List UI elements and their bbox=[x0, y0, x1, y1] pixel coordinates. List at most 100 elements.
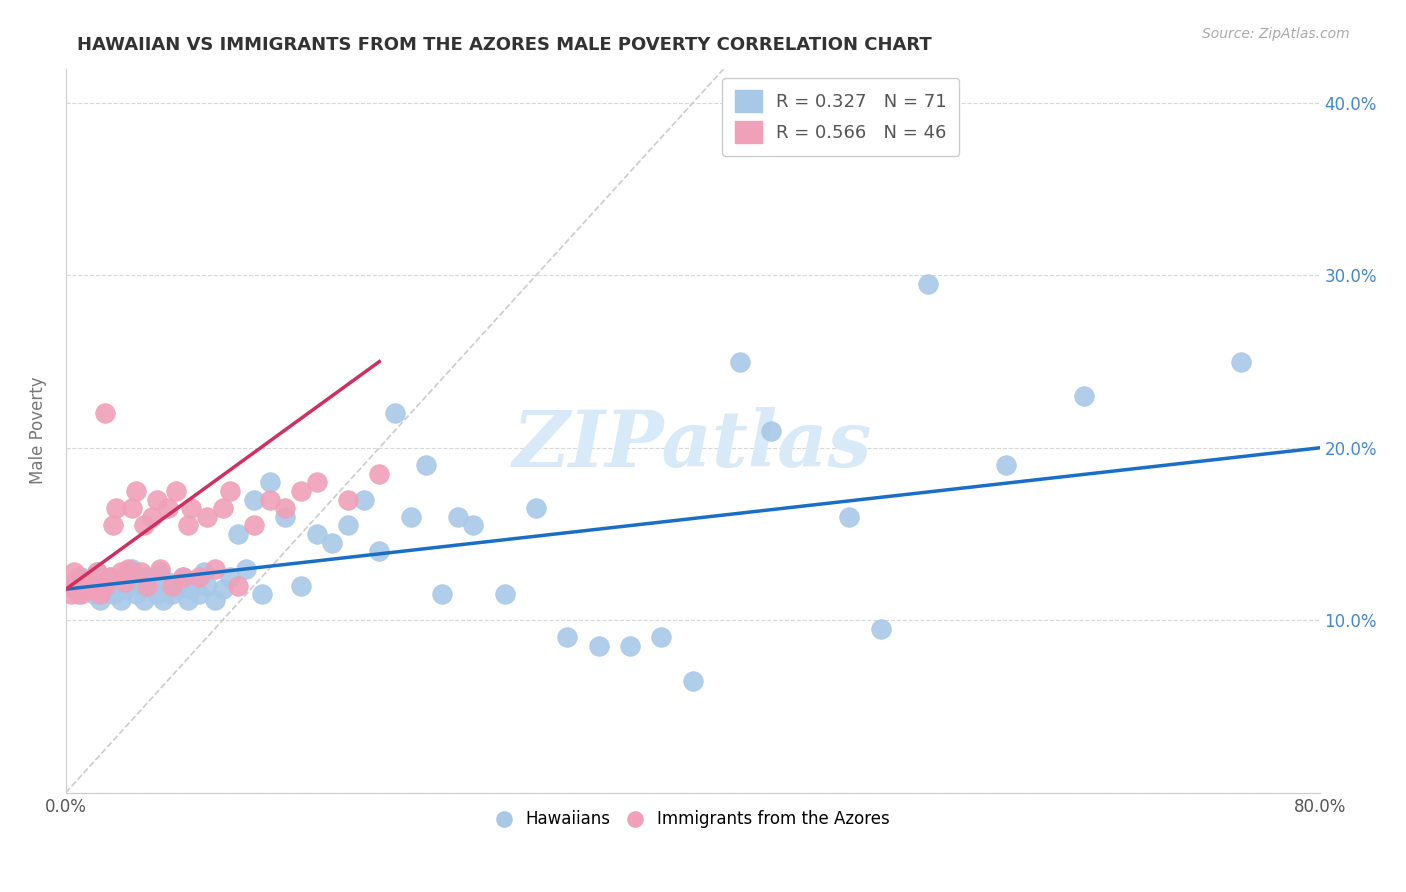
Point bbox=[94, 582, 117, 597]
Point bbox=[494, 587, 516, 601]
Point bbox=[89, 587, 111, 601]
Point bbox=[728, 354, 751, 368]
Point bbox=[110, 565, 132, 579]
Point bbox=[274, 509, 297, 524]
Point bbox=[446, 509, 468, 524]
Point bbox=[73, 582, 96, 597]
Point bbox=[759, 424, 782, 438]
Point bbox=[98, 570, 121, 584]
Point bbox=[63, 579, 86, 593]
Point bbox=[134, 518, 156, 533]
Point bbox=[235, 561, 257, 575]
Point bbox=[995, 458, 1018, 472]
Point bbox=[188, 587, 211, 601]
Point bbox=[172, 570, 194, 584]
Point bbox=[290, 579, 312, 593]
Point bbox=[165, 483, 187, 498]
Point bbox=[243, 492, 266, 507]
Point bbox=[588, 639, 610, 653]
Point bbox=[73, 582, 96, 597]
Point bbox=[162, 587, 184, 601]
Point bbox=[368, 467, 391, 481]
Point bbox=[226, 579, 249, 593]
Point bbox=[67, 587, 90, 601]
Point bbox=[195, 579, 218, 593]
Point bbox=[219, 570, 242, 584]
Point bbox=[156, 501, 179, 516]
Point bbox=[86, 565, 108, 579]
Point bbox=[183, 575, 205, 590]
Point bbox=[136, 579, 159, 593]
Point bbox=[67, 570, 90, 584]
Text: HAWAIIAN VS IMMIGRANTS FROM THE AZORES MALE POVERTY CORRELATION CHART: HAWAIIAN VS IMMIGRANTS FROM THE AZORES M… bbox=[77, 36, 932, 54]
Text: ZIPatlas: ZIPatlas bbox=[513, 407, 872, 483]
Point bbox=[243, 518, 266, 533]
Point bbox=[172, 570, 194, 584]
Point bbox=[188, 570, 211, 584]
Point bbox=[165, 579, 187, 593]
Point bbox=[219, 483, 242, 498]
Text: Source: ZipAtlas.com: Source: ZipAtlas.com bbox=[1202, 27, 1350, 41]
Point bbox=[86, 565, 108, 579]
Point bbox=[125, 587, 148, 601]
Point bbox=[180, 582, 202, 597]
Point bbox=[353, 492, 375, 507]
Point bbox=[524, 501, 547, 516]
Point bbox=[917, 277, 939, 291]
Point bbox=[1073, 389, 1095, 403]
Point bbox=[117, 570, 139, 584]
Point bbox=[62, 579, 84, 593]
Point bbox=[193, 565, 215, 579]
Point bbox=[368, 544, 391, 558]
Point bbox=[114, 582, 136, 597]
Point bbox=[59, 587, 82, 601]
Point bbox=[259, 475, 281, 490]
Point bbox=[70, 570, 93, 584]
Point bbox=[650, 631, 672, 645]
Point bbox=[117, 561, 139, 575]
Point bbox=[134, 592, 156, 607]
Point bbox=[274, 501, 297, 516]
Point bbox=[110, 592, 132, 607]
Point bbox=[838, 509, 860, 524]
Point bbox=[149, 561, 172, 575]
Point bbox=[145, 587, 167, 601]
Point bbox=[98, 570, 121, 584]
Point bbox=[114, 575, 136, 590]
Point bbox=[141, 582, 163, 597]
Point bbox=[290, 483, 312, 498]
Point bbox=[250, 587, 273, 601]
Point bbox=[167, 582, 190, 597]
Point bbox=[399, 509, 422, 524]
Point bbox=[177, 518, 200, 533]
Point bbox=[79, 575, 101, 590]
Point bbox=[89, 592, 111, 607]
Point bbox=[195, 509, 218, 524]
Point bbox=[152, 592, 174, 607]
Point bbox=[384, 406, 406, 420]
Point bbox=[83, 587, 105, 601]
Point bbox=[177, 592, 200, 607]
Point bbox=[141, 509, 163, 524]
Point bbox=[415, 458, 437, 472]
Y-axis label: Male Poverty: Male Poverty bbox=[30, 376, 46, 484]
Point bbox=[204, 592, 226, 607]
Point bbox=[619, 639, 641, 653]
Point bbox=[125, 483, 148, 498]
Point bbox=[104, 579, 127, 593]
Point bbox=[430, 587, 453, 601]
Point bbox=[70, 587, 93, 601]
Point bbox=[869, 622, 891, 636]
Point bbox=[336, 518, 359, 533]
Legend: Hawaiians, Immigrants from the Azores: Hawaiians, Immigrants from the Azores bbox=[489, 804, 897, 835]
Point bbox=[321, 535, 343, 549]
Point bbox=[129, 565, 152, 579]
Point bbox=[204, 561, 226, 575]
Point bbox=[101, 587, 124, 601]
Point bbox=[58, 579, 80, 593]
Point bbox=[121, 561, 143, 575]
Point bbox=[62, 565, 84, 579]
Point bbox=[104, 501, 127, 516]
Point bbox=[555, 631, 578, 645]
Point bbox=[79, 575, 101, 590]
